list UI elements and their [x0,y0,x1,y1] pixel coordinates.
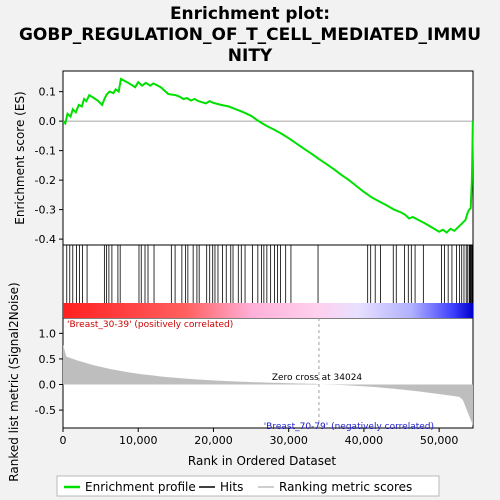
zero-cross-label: Zero cross at 34024 [272,373,363,383]
es-y-tick-label: 0.1 [39,86,57,99]
x-tick-label: 20,000 [194,434,233,447]
legend-es-label: Enrichment profile [85,480,196,494]
ranking-metric-area [63,344,473,426]
metric-y-tick-label: 0.0 [39,379,57,392]
metric-layer [63,318,473,428]
x-axis-label: Rank in Ordered Dataset [188,454,336,468]
metric-y-tick-label: 0.5 [39,353,57,366]
y-axis-label-es: Enrichment score (ES) [13,91,27,224]
rank-color-bar [63,303,473,318]
positive-correlation-label: 'Breast_30-39' (positively correlated) [67,320,233,330]
rank-gradient-bar [63,303,473,318]
x-tick-label: 10,000 [119,434,158,447]
es-y-tick-label: -0.1 [35,145,56,158]
chart-title-line-1: Enrichment plot: [169,4,331,24]
enrichment-profile-line [62,77,474,234]
metric-y-tick-label: 1.0 [39,327,57,340]
negative-correlation-label: 'Breast_70-79' (negatively correlated) [264,422,434,432]
es-panel [62,70,474,246]
es-y-tick-label: -0.2 [35,174,56,187]
legend-hits-label: Hits [220,480,243,494]
metric-y-tick-label: -0.5 [35,404,56,417]
x-tick-label: 0 [60,434,67,447]
y-axis-label-metric: Ranked list metric (Signal2Noise) [7,282,21,481]
chart-title-line-3: NITY [227,46,273,66]
es-y-tick-label: 0.0 [39,115,57,128]
es-layer [62,77,474,234]
chart-title-line-2: GOBP_REGULATION_OF_T_CELL_MEDIATED_IMMU [18,25,482,45]
legend-metric-label: Ranking metric scores [279,480,412,494]
axis-layer: 0.1 0.0 -0.1 -0.2 -0.3 -0.4 1.0 0.5 0.0 -0.5 0 10,0… [35,86,459,447]
x-tick-label: 50,000 [420,434,459,447]
es-y-tick-label: -0.4 [35,233,56,246]
x-tick-label: 40,000 [345,434,384,447]
x-tick-label: 30,000 [269,434,308,447]
es-y-tick-label: -0.3 [35,204,56,217]
hits-layer [66,245,473,303]
legend [56,475,440,497]
